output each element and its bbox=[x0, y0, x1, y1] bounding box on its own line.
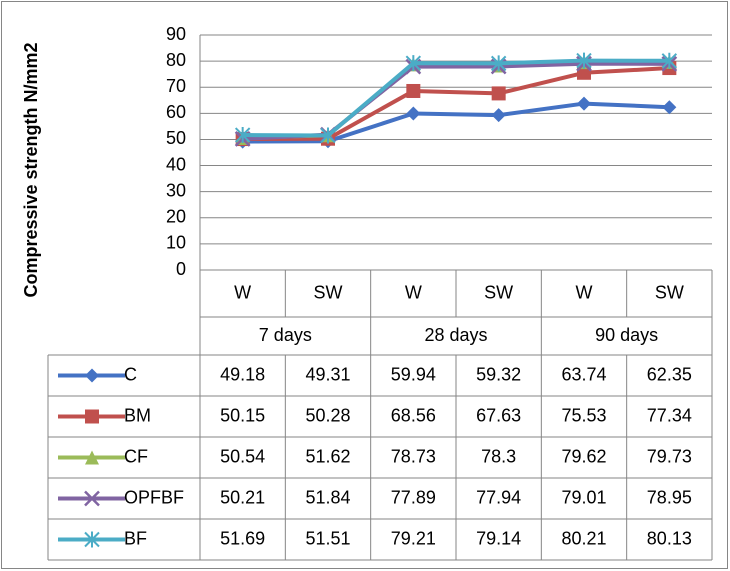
table-value: 78.95 bbox=[647, 487, 692, 507]
point-marker bbox=[406, 106, 421, 121]
group-label: 28 days bbox=[424, 325, 487, 345]
point-marker bbox=[491, 108, 506, 123]
table-value: 59.94 bbox=[391, 364, 436, 384]
x-tick-label: W bbox=[405, 282, 422, 302]
point-marker bbox=[491, 86, 506, 101]
y-tick-label: 70 bbox=[166, 76, 186, 96]
table-value: 75.53 bbox=[561, 405, 606, 425]
table-value: 49.31 bbox=[305, 364, 350, 384]
point-marker bbox=[577, 96, 591, 111]
y-tick-label: 50 bbox=[166, 128, 186, 148]
table-value: 79.01 bbox=[561, 487, 606, 507]
table-value: 78.3 bbox=[481, 446, 516, 466]
series-line bbox=[242, 58, 670, 138]
table-value: 49.18 bbox=[220, 364, 265, 384]
table-value: 77.34 bbox=[647, 405, 692, 425]
table-value: 59.32 bbox=[476, 364, 521, 384]
point-marker bbox=[490, 55, 507, 72]
table-value: 63.74 bbox=[561, 364, 606, 384]
point-marker bbox=[405, 55, 422, 72]
table-value: 50.54 bbox=[220, 446, 265, 466]
legend-marker bbox=[85, 450, 99, 465]
x-tick-label: SW bbox=[484, 282, 513, 302]
table-value: 79.73 bbox=[647, 446, 692, 466]
x-tick-label: W bbox=[234, 282, 251, 302]
legend-marker bbox=[85, 409, 99, 424]
legend-marker bbox=[84, 490, 100, 507]
point-marker bbox=[320, 127, 336, 144]
y-tick-label: 20 bbox=[166, 207, 186, 227]
table-value: 80.13 bbox=[647, 528, 692, 548]
table-value: 50.21 bbox=[220, 487, 265, 507]
point-marker bbox=[406, 83, 421, 98]
table-value: 51.84 bbox=[305, 487, 350, 507]
legend-label: BF bbox=[124, 528, 147, 548]
table-value: 50.15 bbox=[220, 405, 265, 425]
legend-label: CF bbox=[124, 446, 148, 466]
table-value: 79.21 bbox=[391, 528, 436, 548]
table-value: 67.63 bbox=[476, 405, 521, 425]
table-value: 77.89 bbox=[391, 487, 436, 507]
x-tick-label: W bbox=[576, 282, 593, 302]
table-value: 80.21 bbox=[561, 528, 606, 548]
table-value: 78.73 bbox=[391, 446, 436, 466]
table-value: 79.62 bbox=[561, 446, 606, 466]
point-marker bbox=[662, 100, 677, 115]
y-tick-label: 30 bbox=[166, 180, 186, 200]
series-line bbox=[242, 101, 670, 144]
legend-marker bbox=[85, 368, 99, 383]
legend-label: OPFBF bbox=[124, 487, 184, 507]
y-tick-label: 80 bbox=[166, 50, 186, 70]
x-tick-label: SW bbox=[314, 282, 343, 302]
y-axis-label: Compressive strength N/mm2 bbox=[21, 42, 41, 297]
table-value: 68.56 bbox=[391, 405, 436, 425]
group-label: 7 days bbox=[259, 325, 312, 345]
point-marker bbox=[577, 65, 591, 80]
point-marker bbox=[661, 52, 678, 69]
group-label: 90 days bbox=[595, 325, 658, 345]
legend-marker bbox=[84, 531, 100, 548]
y-tick-label: 90 bbox=[166, 24, 186, 44]
y-tick-label: 10 bbox=[166, 233, 186, 253]
table-value: 51.51 bbox=[305, 528, 350, 548]
table-value: 62.35 bbox=[647, 364, 692, 384]
series-line bbox=[242, 66, 670, 142]
table-value: 51.62 bbox=[305, 446, 350, 466]
legend-label: C bbox=[124, 364, 137, 384]
table-value: 79.14 bbox=[476, 528, 521, 548]
y-tick-label: 60 bbox=[166, 102, 186, 122]
table-value: 77.94 bbox=[476, 487, 521, 507]
legend-label: BM bbox=[124, 405, 151, 425]
table-value: 50.28 bbox=[305, 405, 350, 425]
point-marker bbox=[234, 127, 251, 144]
point-marker bbox=[576, 52, 592, 69]
table-value: 51.69 bbox=[220, 528, 265, 548]
y-tick-label: 0 bbox=[176, 259, 186, 279]
y-tick-label: 40 bbox=[166, 154, 186, 174]
x-tick-label: SW bbox=[655, 282, 684, 302]
